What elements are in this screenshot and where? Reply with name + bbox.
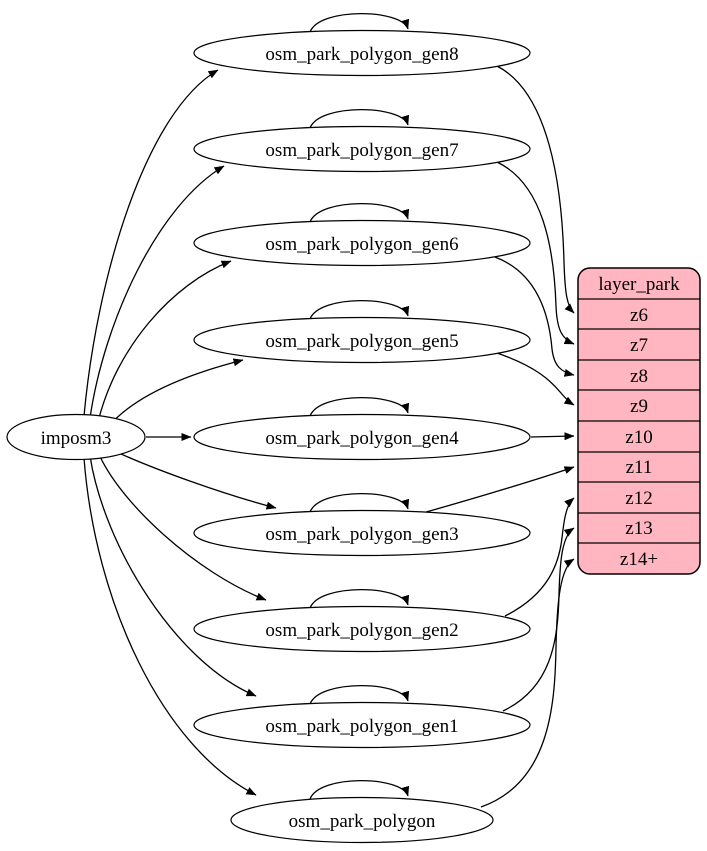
edge-osm-park-polygon-to-z14plus: [480, 558, 575, 808]
node-osm-park-polygon-gen5: osm_park_polygon_gen5: [193, 316, 531, 364]
node-ellipse: [230, 796, 494, 844]
node-ellipse: [193, 316, 531, 364]
self-loop-osm-park-polygon-gen2: [309, 588, 410, 609]
row-z13: z13: [625, 518, 652, 539]
edge-osm-park-polygon-gen5-to-z9: [496, 352, 575, 406]
node-label: osm_park_polygon_gen8: [265, 44, 458, 65]
edge-imposm3-to-osm-park-polygon-gen1: [89, 455, 257, 697]
self-loop-osm-park-polygon-gen8: [309, 12, 410, 33]
row-z7: z7: [630, 335, 648, 356]
edge-osm-park-polygon-gen3-to-z11: [425, 466, 575, 513]
node-label: osm_park_polygon_gen4: [265, 428, 459, 449]
node-osm-park-polygon-gen8: osm_park_polygon_gen8: [193, 29, 531, 77]
edge-imposm3-to-osm-park-polygon-gen7: [89, 165, 225, 419]
edges-layer-outputs: [425, 65, 575, 808]
node-ellipse: [193, 413, 531, 461]
node-osm-park-polygon-gen6: osm_park_polygon_gen6: [193, 219, 531, 267]
self-loop-osm-park-polygon-gen5: [309, 299, 410, 320]
self-loop-osm-park-polygon-gen4: [309, 396, 410, 417]
node-layer-park: layer_park z6 z7 z8 z9 z10 z11 z12 z13 z…: [577, 267, 701, 575]
node-label: osm_park_polygon: [289, 811, 436, 832]
edge-imposm3-to-osm-park-polygon-gen5: [107, 358, 244, 428]
edge-imposm3-to-osm-park-polygon-gen3: [107, 447, 277, 510]
self-loop-osm-park-polygon: [309, 779, 410, 800]
node-ellipse: [193, 125, 531, 173]
node-osm-park-polygon-gen7: osm_park_polygon_gen7: [193, 125, 531, 173]
self-loop-osm-park-polygon-gen6: [309, 202, 410, 223]
node-ellipse: [193, 605, 531, 653]
node-label: osm_park_polygon_gen7: [265, 140, 458, 161]
edge-osm-park-polygon-gen8-to-z6: [496, 65, 575, 314]
node-ellipse: [193, 701, 531, 749]
node-label: imposm3: [41, 428, 112, 449]
edge-osm-park-polygon-gen2-to-z12: [504, 497, 575, 617]
node-osm-park-polygon: osm_park_polygon: [230, 796, 494, 844]
node-ellipse: [6, 413, 146, 461]
edge-imposm3-to-osm-park-polygon-gen2: [97, 451, 267, 601]
row-z9: z9: [630, 396, 648, 417]
edge-osm-park-polygon-gen7-to-z7: [496, 161, 575, 345]
node-osm-park-polygon-gen1: osm_park_polygon_gen1: [193, 701, 531, 749]
edge-imposm3-to-osm-park-polygon: [83, 457, 257, 796]
edge-osm-park-polygon-gen4-to-z10: [530, 432, 575, 441]
edges-imposm3-imports: [83, 69, 277, 796]
node-label: osm_park_polygon_gen2: [265, 620, 458, 641]
node-ellipse: [193, 509, 531, 557]
row-z14plus: z14+: [620, 549, 658, 570]
self-loop-osm-park-polygon-gen7: [309, 108, 410, 129]
node-label: osm_park_polygon_gen6: [265, 234, 458, 255]
node-label: osm_park_polygon_gen1: [265, 716, 458, 737]
node-imposm3: imposm3: [6, 413, 146, 461]
row-z12: z12: [625, 488, 652, 509]
layer-park-title: layer_park: [598, 274, 680, 295]
node-ellipse: [193, 219, 531, 267]
edge-imposm3-to-osm-park-polygon-gen6: [97, 260, 232, 423]
self-loop-osm-park-polygon-gen1: [309, 684, 410, 705]
node-osm-park-polygon-gen2: osm_park_polygon_gen2: [193, 605, 531, 653]
node-ellipse: [193, 29, 531, 77]
node-osm-park-polygon-gen3: osm_park_polygon_gen3: [193, 509, 531, 557]
self-loop-osm-park-polygon-gen3: [309, 492, 410, 513]
self-loop-edges: [309, 12, 410, 800]
row-z6: z6: [630, 305, 648, 326]
node-label: osm_park_polygon_gen3: [265, 524, 458, 545]
node-osm-park-polygon-gen4: osm_park_polygon_gen4: [193, 413, 531, 461]
node-label: osm_park_polygon_gen5: [265, 331, 458, 352]
row-z11: z11: [626, 457, 653, 478]
edge-imposm3-to-osm-park-polygon-gen8: [83, 69, 219, 417]
edge-osm-park-polygon-gen6-to-z8: [494, 256, 575, 377]
row-z10: z10: [625, 427, 652, 448]
row-z8: z8: [630, 366, 648, 387]
layer-park-row-separators: [578, 298, 700, 544]
